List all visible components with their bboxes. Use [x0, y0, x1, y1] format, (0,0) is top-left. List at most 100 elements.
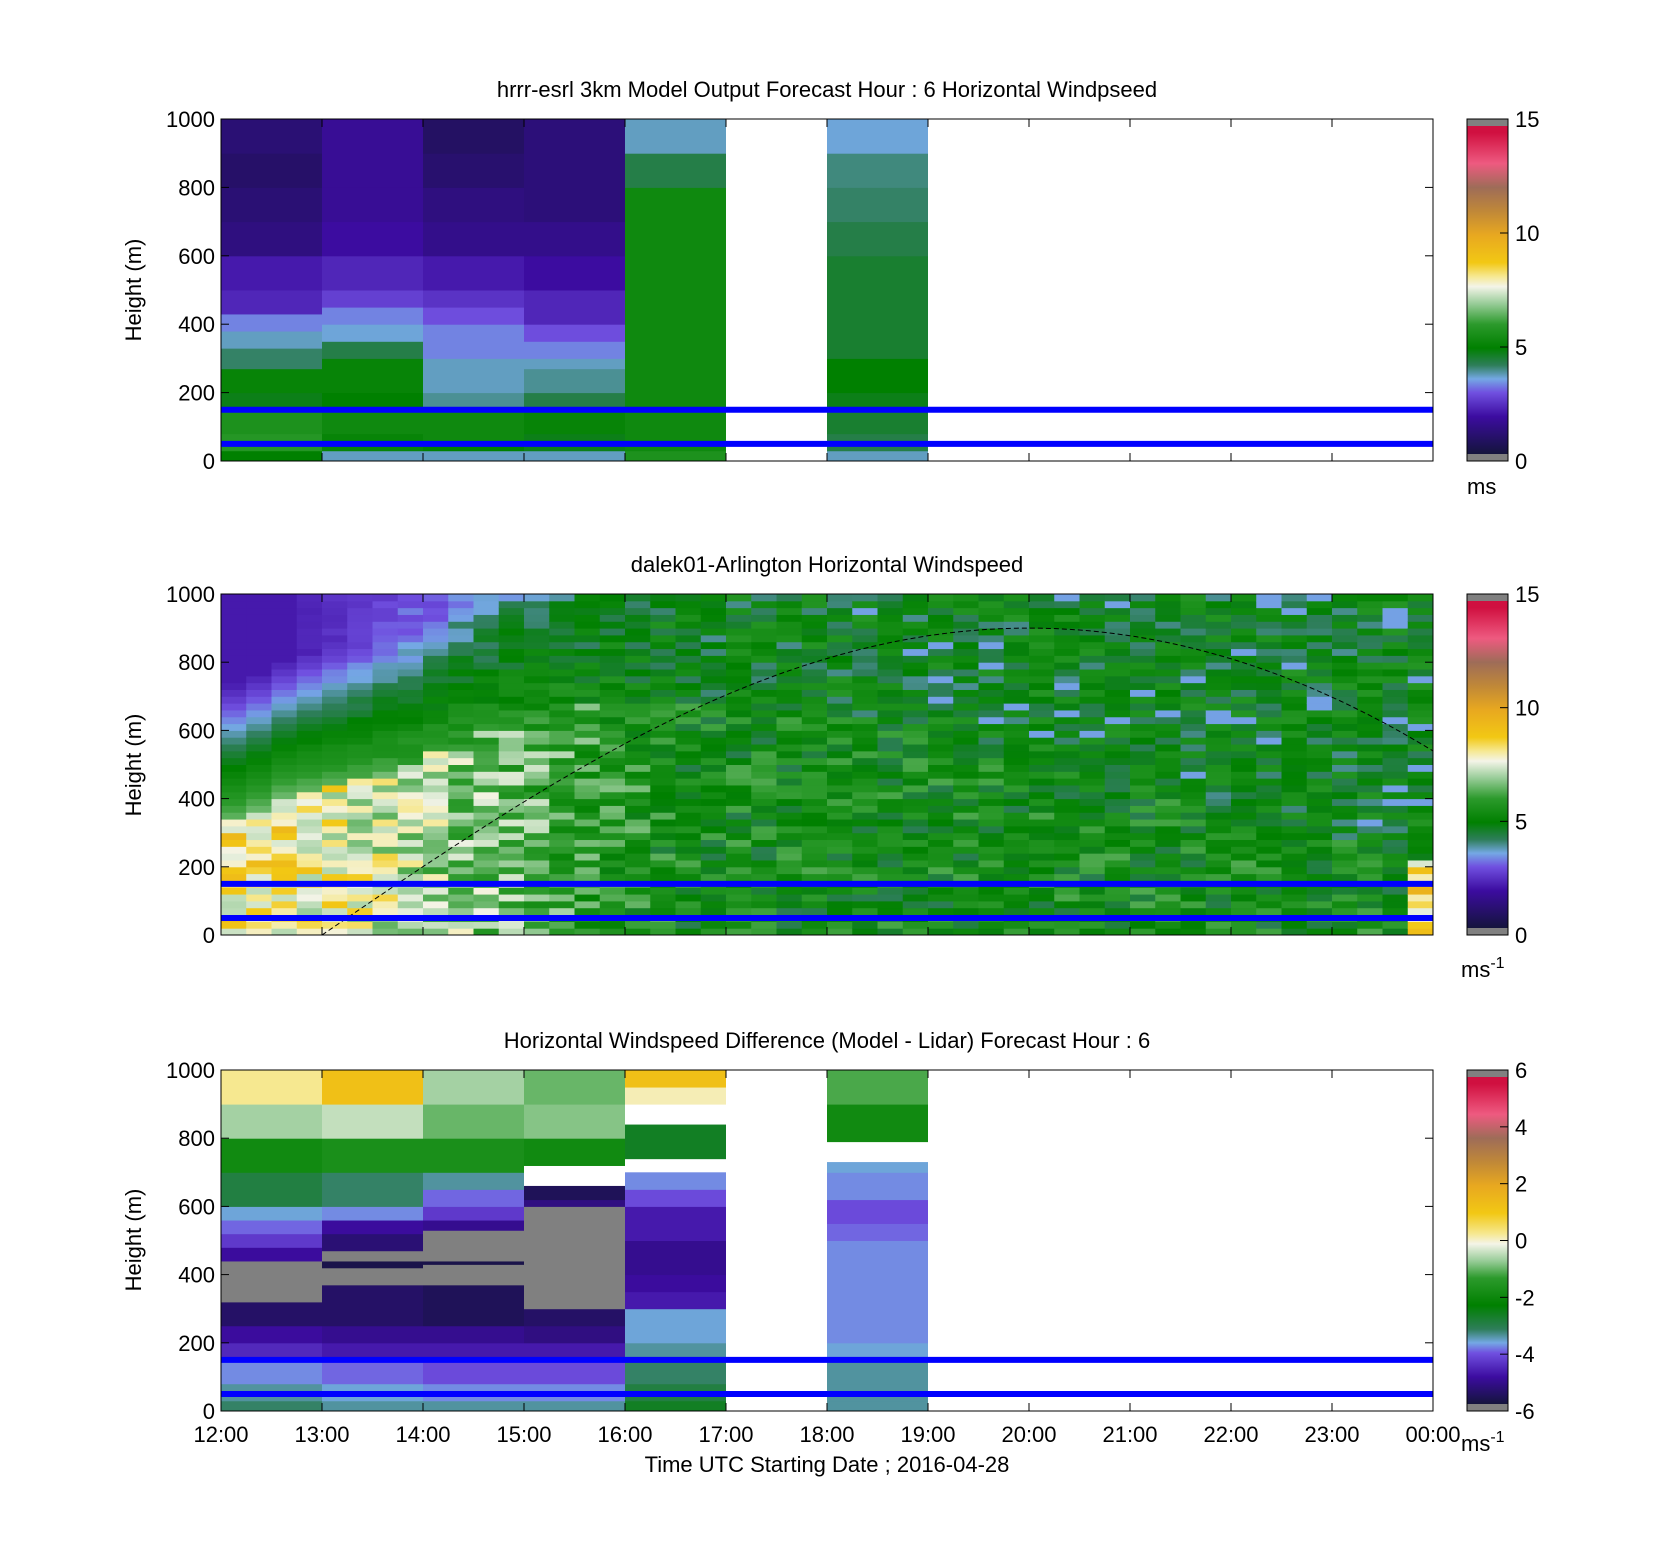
heatmap-cell [599, 628, 626, 636]
heatmap-cell [599, 682, 626, 690]
heatmap-cell [221, 221, 322, 257]
heatmap-cell [322, 1220, 423, 1235]
heatmap-cell [1054, 641, 1080, 650]
heatmap-cell [1231, 628, 1257, 636]
heatmap-cell [1180, 662, 1207, 670]
heatmap-cell [1029, 669, 1055, 677]
heatmap-cell [928, 853, 954, 861]
heatmap-cell [1382, 832, 1409, 841]
heatmap-cell [1382, 716, 1409, 725]
heatmap-cell [524, 716, 550, 725]
heatmap-cell [448, 689, 474, 697]
heatmap-cell [473, 825, 500, 834]
y-tick-label: 200 [178, 1331, 215, 1356]
heatmap-cell [322, 450, 423, 461]
heatmap-cell [1332, 628, 1358, 636]
heatmap-cell [271, 709, 298, 718]
heatmap-cell [1306, 778, 1333, 786]
heatmap-cell [322, 764, 348, 772]
heatmap-cell [902, 866, 929, 875]
heatmap-cell [574, 600, 601, 609]
heatmap-cell [1180, 669, 1207, 677]
heatmap-cell [271, 628, 298, 636]
heatmap-cell [397, 764, 424, 772]
heatmap-cell [221, 682, 247, 690]
heatmap-cell [801, 887, 828, 895]
heatmap-cell [1130, 798, 1156, 806]
heatmap-cell [776, 669, 803, 677]
heatmap-cell [524, 696, 550, 704]
heatmap-cell [1079, 805, 1106, 813]
heatmap-cell [599, 778, 626, 786]
heatmap-cell [1407, 873, 1433, 881]
heatmap-cell [1205, 907, 1232, 916]
heatmap-cell [675, 641, 702, 650]
heatmap-cell [1104, 682, 1131, 690]
heatmap-cell [397, 873, 424, 881]
heatmap-cell [549, 798, 575, 806]
heatmap-cell [877, 696, 904, 704]
heatmap-cell [700, 825, 727, 834]
heatmap-cell [296, 757, 323, 765]
heatmap-cell [271, 839, 298, 847]
heatmap-cell [1281, 594, 1308, 602]
heatmap-cell [1155, 873, 1181, 881]
heatmap-cell [296, 737, 323, 745]
heatmap-cell [1332, 887, 1358, 895]
heatmap-cell [751, 900, 777, 909]
heatmap-cell [246, 907, 272, 916]
heatmap-cell [726, 764, 752, 772]
heatmap-cell [1003, 655, 1030, 663]
heatmap-cell [296, 594, 323, 602]
heatmap-cell [322, 1359, 423, 1385]
heatmap-cell [246, 641, 272, 650]
heatmap-cell [1104, 621, 1131, 629]
colorbar-tick-label: 0 [1515, 1229, 1527, 1254]
heatmap-cell [296, 900, 323, 909]
heatmap-cell [625, 187, 726, 411]
heatmap-cell [953, 716, 979, 725]
heatmap-cell [650, 907, 676, 916]
heatmap-cell [473, 921, 500, 929]
heatmap-cell [397, 928, 424, 935]
heatmap-cell [498, 614, 525, 622]
heatmap-cell [726, 682, 752, 690]
heatmap-cell [953, 825, 979, 834]
heatmap-cell [524, 825, 550, 834]
heatmap-cell [549, 791, 575, 800]
heatmap-cell [1256, 771, 1282, 779]
heatmap-cell [700, 839, 727, 847]
heatmap-cell [902, 648, 929, 656]
heatmap-cell [524, 669, 550, 677]
heatmap-cell [1332, 894, 1358, 902]
heatmap-cell [1003, 907, 1030, 916]
heatmap-cell [1205, 669, 1232, 677]
heatmap-cell [1281, 812, 1308, 820]
heatmap-cell [246, 634, 272, 643]
heatmap-cell [322, 1267, 423, 1286]
heatmap-cell [1382, 784, 1409, 793]
heatmap-cell [322, 744, 348, 752]
heatmap-cell [296, 648, 323, 656]
heatmap-cell [1407, 621, 1433, 629]
heatmap-cell [1306, 675, 1333, 684]
heatmap-cell [1357, 928, 1383, 935]
heatmap-cell [448, 853, 474, 861]
heatmap-cell [221, 641, 247, 650]
heatmap-cell [625, 825, 651, 834]
heatmap-cell [221, 1233, 322, 1248]
heatmap-cell [650, 675, 676, 684]
heatmap-cell [524, 1308, 625, 1327]
heatmap-cell [1054, 900, 1080, 909]
heatmap-cell [1104, 805, 1131, 813]
heatmap-cell [877, 764, 904, 772]
heatmap-cell [675, 600, 702, 609]
heatmap-cell [852, 675, 878, 684]
heatmap-cell [1003, 709, 1030, 718]
heatmap-cell [1130, 846, 1156, 854]
heatmap-cell [1003, 778, 1030, 786]
heatmap-cell [852, 703, 878, 711]
heatmap-cell [928, 839, 954, 847]
heatmap-cell [322, 716, 348, 725]
heatmap-cell [902, 730, 929, 738]
